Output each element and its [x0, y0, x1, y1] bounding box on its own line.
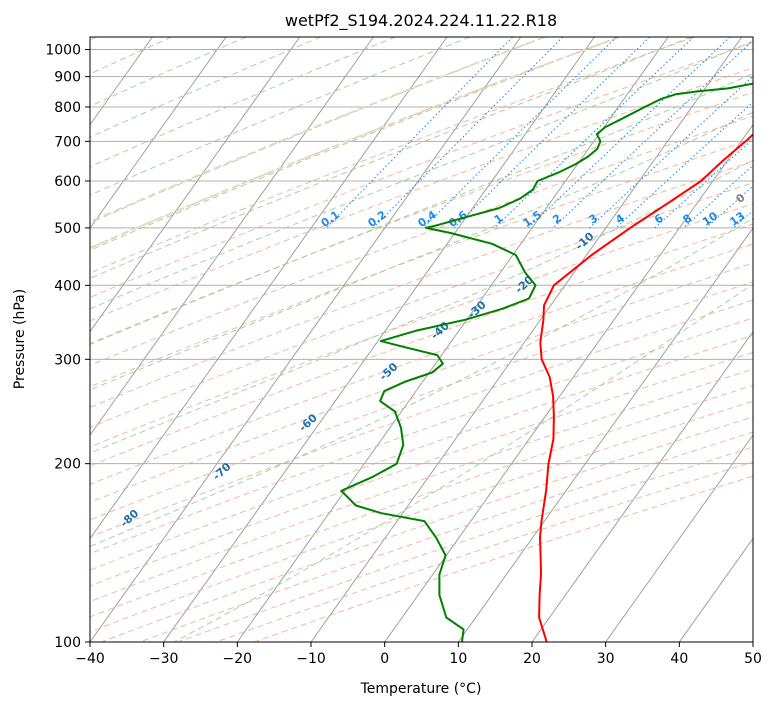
isotherm-line	[605, 434, 753, 642]
isotherm-line	[90, 37, 522, 642]
moist-adiabat-line	[90, 37, 692, 279]
moist-adiabat-line	[90, 37, 396, 168]
dry-adiabat-line	[90, 91, 753, 345]
mixing-ratio-label: 10	[700, 209, 720, 229]
x-axis-title: Temperature (°C)	[360, 681, 482, 697]
mixing-ratio-line	[615, 101, 753, 229]
isotherm-line	[678, 537, 753, 642]
moist-adiabat-line	[90, 40, 753, 310]
temperature-profile-line	[538, 133, 753, 642]
dry-adiabat-line	[90, 243, 753, 485]
x-tick-label: −40	[75, 651, 105, 667]
y-tick-label: 500	[54, 221, 81, 237]
mixing-ratio-label: 13	[727, 209, 747, 228]
y-tick-label: 300	[54, 352, 81, 368]
mixing-ratio-line	[552, 39, 753, 229]
isotherm-line	[90, 37, 374, 436]
mixing-ratio-label: 1	[492, 212, 506, 227]
isotherm-line	[236, 37, 669, 642]
mixing-ratio-line	[372, 37, 564, 229]
mixing-ratio-line	[683, 164, 753, 229]
dry-adiabat-line	[90, 160, 753, 408]
background-lines	[0, 37, 775, 642]
moist-adiabat-line	[90, 37, 619, 251]
x-tick-label: −30	[149, 651, 179, 667]
y-axis: 1000 900 800 700 600 500 400 300 200 100	[45, 43, 90, 651]
y-tick-label: 400	[54, 278, 81, 294]
y-axis-title: Pressure (hPa)	[12, 289, 28, 389]
profile-lines	[340, 82, 753, 642]
x-tick-label: 30	[597, 651, 615, 667]
isotherm-line	[384, 123, 753, 642]
moist-adiabat-label: -10	[573, 230, 597, 253]
dry-adiabat-line	[90, 182, 753, 428]
plot-frame	[89, 36, 754, 643]
x-tick-label: 50	[744, 651, 762, 667]
mixing-ratio-label: 4	[613, 211, 627, 226]
isotherm-line	[90, 37, 448, 540]
moist-adiabat-label: -50	[377, 360, 401, 383]
isotherm-line	[531, 330, 753, 642]
dry-adiabat-line	[90, 384, 753, 618]
isotherm-line	[90, 37, 227, 230]
x-axis: −40 −30 −20 −10 0 10 20 30 40 50	[75, 642, 762, 667]
y-tick-label: 700	[54, 134, 81, 150]
dry-adiabat-line	[215, 461, 753, 642]
chart-title: wetPf2_S194.2024.224.11.22.R18	[285, 11, 557, 31]
moist-adiabat-line	[90, 111, 753, 391]
x-tick-label: 20	[523, 651, 541, 667]
isentrope-arc	[90, 37, 546, 223]
isotherm-line	[752, 641, 753, 642]
dry-adiabat-line	[90, 299, 753, 538]
dry-adiabat-line	[90, 223, 753, 467]
x-tick-label: 40	[670, 651, 688, 667]
moist-adiabat-line	[90, 37, 471, 196]
mixing-ratio-line	[453, 37, 651, 229]
moist-adiabat-line	[90, 217, 753, 548]
moist-adiabat-line	[90, 37, 545, 224]
moist-adiabat-line	[90, 37, 321, 138]
y-tick-label: 900	[54, 70, 81, 86]
dry-adiabat-line	[90, 115, 753, 367]
dewpoint-profile-line	[340, 82, 753, 642]
mixing-ratio-label: 16	[750, 209, 770, 229]
moist-adiabat-label: -60	[296, 411, 320, 434]
dry-adiabat-line	[90, 37, 695, 274]
moist-adiabat-line	[90, 37, 247, 107]
x-tick-label: 10	[449, 651, 467, 667]
x-tick-label: −10	[296, 651, 326, 667]
x-tick-label: −20	[223, 651, 253, 667]
y-tick-label: 200	[54, 457, 81, 473]
isotherm-line	[163, 37, 595, 642]
y-tick-label: 600	[54, 174, 81, 190]
moist-adiabat-label: -40	[428, 319, 452, 342]
y-tick-label: 1000	[45, 43, 81, 59]
mixing-ratio-line	[756, 37, 775, 228]
mixing-ratio-line	[654, 138, 753, 229]
moist-adiabat-label: -90	[16, 547, 40, 570]
isotherm-line	[457, 227, 753, 642]
mixing-ratio-label: 2	[550, 212, 564, 227]
dry-adiabat-line	[90, 67, 753, 322]
moist-adiabat-line	[90, 73, 753, 345]
dry-adiabat-line	[90, 138, 753, 388]
y-tick-label: 800	[54, 100, 81, 116]
dry-adiabat-line	[90, 334, 753, 571]
dry-adiabat-line	[90, 281, 753, 521]
mixing-ratio-label: 1.5	[521, 208, 544, 230]
mixing-ratio-line	[494, 37, 694, 229]
moist-adiabat-line	[90, 159, 753, 454]
isotherm-line	[0, 37, 5, 642]
x-tick-label: 0	[380, 651, 389, 667]
isotherm-line	[90, 37, 301, 333]
isentrope-arc	[90, 37, 620, 250]
y-tick-label: 100	[54, 635, 81, 651]
mixing-ratio-line	[326, 37, 513, 229]
